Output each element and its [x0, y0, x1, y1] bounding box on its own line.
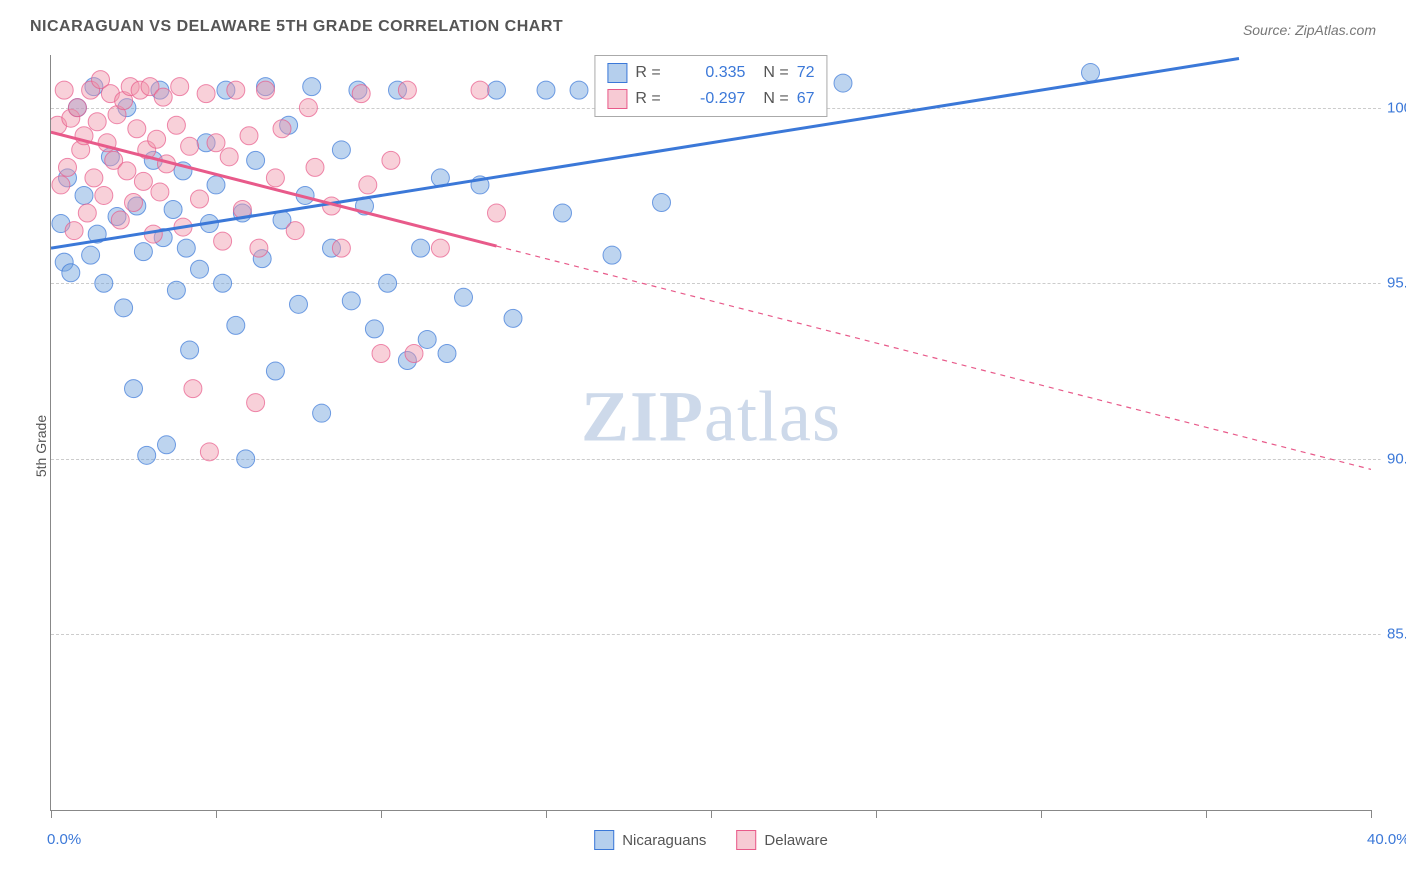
swatch-pink-icon: [607, 89, 627, 109]
swatch-pink-icon: [736, 830, 756, 850]
r-label: R =: [635, 90, 667, 108]
n-label: N =: [763, 64, 788, 82]
y-tick-label: 100.0%: [1381, 99, 1406, 116]
correlation-legend: R = 0.335 N = 72 R = -0.297 N = 67: [594, 55, 827, 117]
plot-area: ZIPatlas R = 0.335 N = 72 R = -0.297 N =…: [50, 55, 1371, 811]
legend-label: Nicaraguans: [622, 832, 706, 849]
n-value-nicaraguans: 72: [797, 64, 815, 82]
legend-item-nicaraguans: Nicaraguans: [594, 830, 706, 850]
source-label: Source: ZipAtlas.com: [1243, 22, 1376, 38]
y-axis-label: 5th Grade: [33, 415, 49, 477]
n-value-delaware: 67: [797, 90, 815, 108]
r-label: R =: [635, 64, 667, 82]
series-legend: Nicaraguans Delaware: [594, 830, 828, 850]
r-value-nicaraguans: 0.335: [675, 64, 745, 82]
watermark: ZIPatlas: [581, 376, 841, 459]
x-tick-label: 0.0%: [47, 831, 81, 848]
swatch-blue-icon: [594, 830, 614, 850]
legend-row-delaware: R = -0.297 N = 67: [607, 86, 814, 112]
y-tick-label: 90.0%: [1381, 450, 1406, 467]
legend-item-delaware: Delaware: [736, 830, 827, 850]
swatch-blue-icon: [607, 63, 627, 83]
n-label: N =: [763, 90, 788, 108]
legend-row-nicaraguans: R = 0.335 N = 72: [607, 60, 814, 86]
x-tick-label: 40.0%: [1367, 831, 1406, 848]
r-value-delaware: -0.297: [675, 90, 745, 108]
y-tick-label: 95.0%: [1381, 275, 1406, 292]
chart-container: NICARAGUAN VS DELAWARE 5TH GRADE CORRELA…: [0, 0, 1406, 892]
legend-label: Delaware: [764, 832, 827, 849]
chart-title: NICARAGUAN VS DELAWARE 5TH GRADE CORRELA…: [30, 18, 563, 36]
chart-svg: [51, 55, 1371, 810]
y-tick-label: 85.0%: [1381, 626, 1406, 643]
